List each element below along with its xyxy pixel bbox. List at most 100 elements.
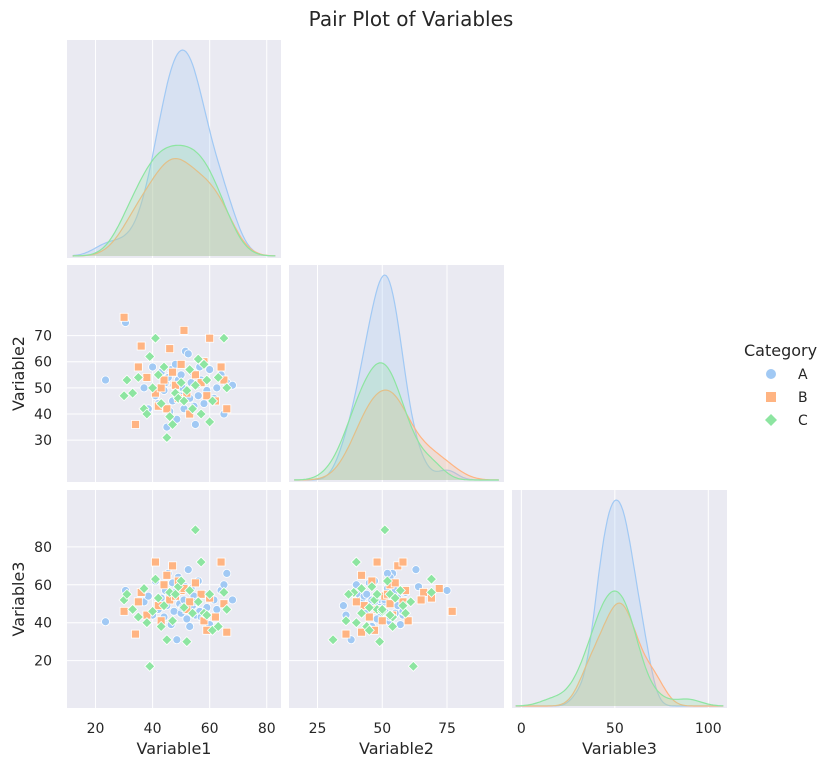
data-point-a xyxy=(362,589,372,599)
data-point-b xyxy=(179,325,189,335)
data-point-c xyxy=(189,379,201,391)
data-point-c xyxy=(121,588,133,600)
data-point-b xyxy=(416,595,426,605)
data-point-b xyxy=(202,391,212,401)
x-tick-label: 50 xyxy=(606,721,624,737)
legend: Category ABC xyxy=(744,341,817,429)
data-point-b xyxy=(142,373,152,382)
data-point-b xyxy=(341,629,351,639)
data-point-c xyxy=(127,603,139,615)
data-point-c xyxy=(371,588,383,600)
data-point-c xyxy=(152,592,164,604)
data-point-b xyxy=(205,333,215,343)
data-point-b xyxy=(119,312,129,322)
y-tick-label: 40 xyxy=(34,407,52,423)
data-point-c xyxy=(132,371,144,383)
x-tick-label: 80 xyxy=(258,721,276,737)
data-point-b xyxy=(447,606,457,616)
data-point-c xyxy=(405,596,417,608)
data-point-c xyxy=(363,624,375,636)
data-point-c xyxy=(147,605,159,617)
panel-variable1-vs-variable1 xyxy=(67,40,281,258)
legend-marker-a xyxy=(766,369,776,379)
data-point-b xyxy=(185,597,195,607)
y-tick-label: 80 xyxy=(34,540,52,556)
legend-label: C xyxy=(798,413,808,429)
chart-title: Pair Plot of Variables xyxy=(309,7,514,31)
data-point-a xyxy=(222,569,232,578)
data-point-c xyxy=(132,611,144,623)
data-point-c xyxy=(181,384,193,397)
data-point-c xyxy=(327,634,339,646)
x-tick-label: 100 xyxy=(695,721,722,737)
data-point-a xyxy=(172,635,182,645)
x-axis-label: Variable2 xyxy=(359,739,434,758)
data-point-b xyxy=(357,627,366,637)
data-point-c xyxy=(149,573,162,585)
legend-title: Category xyxy=(744,341,817,360)
data-point-c xyxy=(376,603,388,615)
data-point-c xyxy=(178,601,190,614)
y-axis-label: Variable3 xyxy=(9,562,28,637)
data-point-b xyxy=(398,557,408,567)
data-point-a xyxy=(205,365,215,374)
data-point-c xyxy=(381,575,393,587)
legend-label: B xyxy=(798,390,808,406)
data-point-c xyxy=(161,431,173,444)
data-point-b xyxy=(216,362,226,372)
data-point-c xyxy=(198,358,210,370)
y-tick-label: 60 xyxy=(34,355,52,371)
data-point-b xyxy=(222,404,232,414)
data-point-b xyxy=(351,597,361,607)
kde-line-b xyxy=(72,157,276,257)
x-tick-label: 60 xyxy=(201,721,219,737)
data-point-c xyxy=(384,609,396,621)
x-tick-label: 0 xyxy=(517,721,526,737)
legend-label: A xyxy=(798,367,808,383)
y-axis-label: Variable2 xyxy=(9,336,28,411)
panel-background xyxy=(289,265,504,482)
data-point-c xyxy=(204,416,216,428)
data-point-a xyxy=(183,349,193,359)
data-point-c xyxy=(343,588,355,600)
data-point-b xyxy=(364,612,374,622)
data-point-c xyxy=(175,377,187,389)
kde-line-c xyxy=(515,590,724,707)
data-point-a xyxy=(395,620,405,629)
y-tick-label: 60 xyxy=(34,578,52,594)
data-point-c xyxy=(400,607,412,619)
data-point-c xyxy=(167,615,179,627)
data-point-b xyxy=(357,570,366,580)
data-point-c xyxy=(425,573,438,585)
data-point-c xyxy=(184,584,196,597)
data-point-b xyxy=(168,561,177,571)
kde-line-b xyxy=(515,602,724,707)
data-point-c xyxy=(394,584,406,597)
data-point-c xyxy=(186,607,199,619)
data-point-b xyxy=(151,557,160,567)
data-point-c xyxy=(189,524,201,536)
kde-fill-a xyxy=(294,275,499,480)
data-point-c xyxy=(195,408,207,420)
data-point-c xyxy=(212,371,224,383)
data-point-c xyxy=(350,556,362,568)
data-point-c xyxy=(164,411,176,423)
data-point-c xyxy=(407,660,419,672)
data-point-a xyxy=(228,595,237,605)
x-tick-label: 50 xyxy=(373,721,391,737)
data-point-c xyxy=(221,382,233,394)
data-point-c xyxy=(340,615,352,627)
data-point-c xyxy=(192,596,204,608)
x-tick-label: 20 xyxy=(87,721,105,737)
data-point-a xyxy=(139,383,149,393)
x-tick-label: 25 xyxy=(309,721,327,737)
data-point-c xyxy=(158,600,170,612)
y-tick-label: 50 xyxy=(34,381,52,397)
data-point-a xyxy=(411,565,421,575)
data-point-b xyxy=(133,362,143,372)
data-point-c xyxy=(178,395,190,407)
data-point-c xyxy=(366,581,378,593)
data-point-c xyxy=(181,636,193,648)
data-point-b xyxy=(131,420,140,429)
data-point-c xyxy=(201,374,213,386)
